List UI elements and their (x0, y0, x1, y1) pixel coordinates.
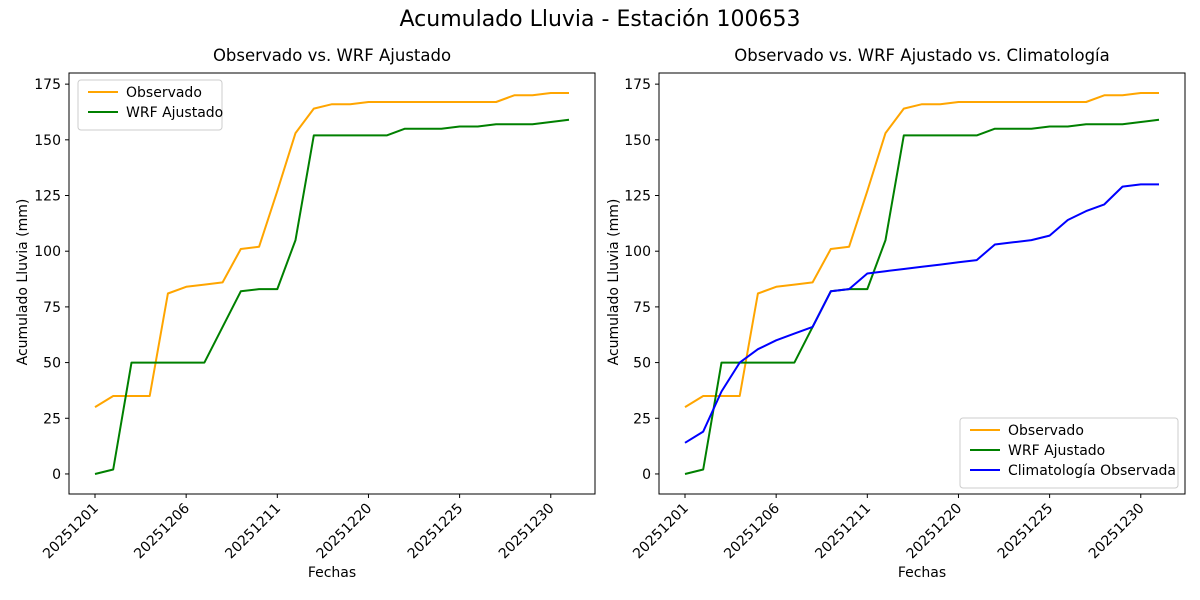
x-tick-label-right: 20251206 (721, 500, 783, 562)
y-tick-label-right: 50 (633, 356, 651, 372)
x-axis-label-right: Fechas (897, 565, 947, 581)
series-line-wrf-ajustado (684, 118, 1160, 475)
legend-label: Climatología Observada (1008, 463, 1176, 479)
y-tick-label-left: 125 (34, 189, 61, 205)
y-tick-label-left: 50 (43, 356, 61, 372)
subplot-title-left: Observado vs. WRF Ajustado (212, 46, 452, 65)
y-tick-label-right: 25 (633, 411, 651, 427)
subplot-title-right: Observado vs. WRF Ajustado vs. Climatolo… (734, 46, 1110, 65)
y-tick-label-left: 25 (43, 411, 61, 427)
axes-frame-right (658, 72, 1186, 495)
y-tick-label-right: 75 (633, 300, 651, 316)
axes-frame-left (68, 72, 596, 495)
legend-label: Observado (126, 85, 202, 101)
y-tick-label-right: 125 (624, 189, 651, 205)
x-tick-label-left: 20251220 (314, 501, 376, 563)
series-line-climatolog-a-observada (684, 183, 1159, 444)
x-tick-label-right: 20251211 (812, 501, 874, 563)
figure-title: Acumulado Lluvia - Estación 100653 (399, 7, 801, 32)
y-tick-label-right: 0 (642, 467, 651, 483)
x-tick-label-left: 20251206 (131, 500, 193, 562)
y-tick-label-left: 0 (52, 467, 61, 483)
legend-box-right (959, 417, 1179, 489)
legend-label: WRF Ajustado (1008, 443, 1105, 459)
x-tick-label-left: 20251201 (40, 501, 102, 563)
x-tick-label-left: 20251211 (222, 501, 284, 563)
y-tick-label-right: 150 (624, 133, 651, 149)
y-tick-label-left: 150 (34, 133, 61, 149)
x-tick-label-right: 20251220 (904, 501, 966, 563)
x-tick-label-right: 20251225 (995, 501, 1057, 563)
legend-label: WRF Ajustado (126, 105, 223, 121)
x-tick-label-right: 20251201 (630, 501, 692, 563)
series-line-wrf-ajustado (94, 118, 570, 475)
y-tick-label-right: 175 (624, 77, 651, 93)
series-line-observado (684, 92, 1159, 408)
y-tick-label-left: 175 (34, 77, 61, 93)
x-axis-label-left: Fechas (307, 565, 357, 581)
legend-label: Observado (1008, 423, 1084, 439)
x-tick-label-left: 20251230 (496, 501, 558, 563)
y-tick-label-right: 100 (624, 244, 651, 260)
x-tick-label-right: 20251230 (1086, 501, 1148, 563)
x-tick-label-left: 20251225 (405, 501, 467, 563)
series-line-observado (94, 92, 569, 408)
y-tick-label-left: 100 (34, 244, 61, 260)
y-tick-label-left: 75 (43, 300, 61, 316)
